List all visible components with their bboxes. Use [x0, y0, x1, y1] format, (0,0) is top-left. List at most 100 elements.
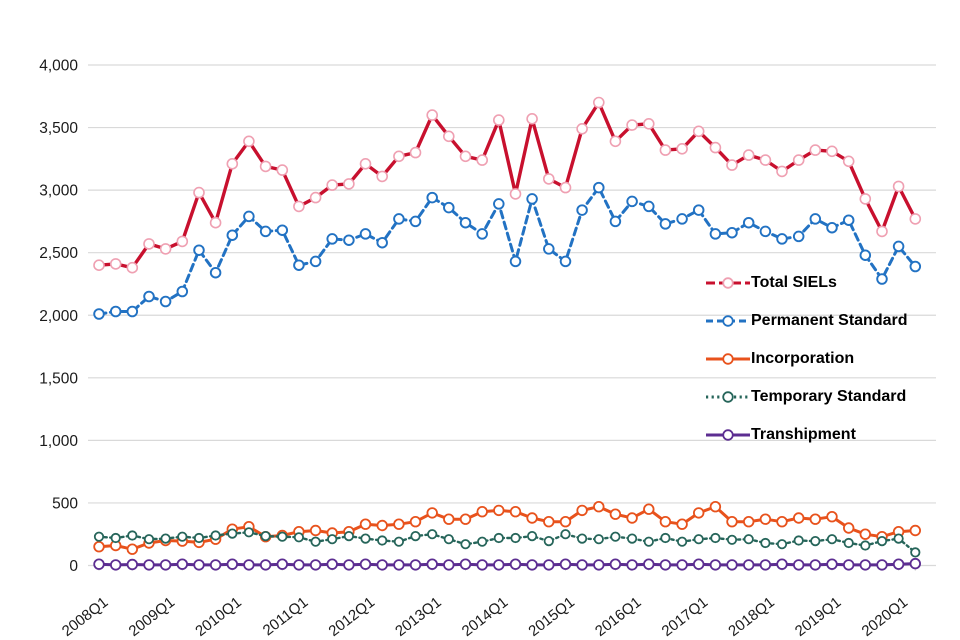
data-point-temporary-standard [177, 531, 188, 542]
series-line-temporary-standard [97, 531, 917, 554]
data-point-transhipment [643, 558, 655, 570]
x-axis-label: 2015Q1 [525, 594, 578, 640]
data-point-transhipment [143, 559, 155, 571]
data-point-total-siels [409, 146, 422, 159]
data-point-transhipment [93, 558, 105, 570]
data-point-permanent-standard [226, 229, 239, 241]
data-point-permanent-standard [676, 213, 688, 225]
data-point-transhipment [176, 558, 189, 570]
data-point-incorporation [443, 513, 455, 525]
data-point-total-siels [559, 181, 572, 194]
data-point-transhipment [426, 558, 438, 570]
data-point-permanent-standard [543, 243, 555, 255]
data-point-total-siels [343, 178, 355, 190]
data-point-temporary-standard [876, 535, 888, 547]
y-axis-label: 3,500 [39, 120, 78, 137]
data-point-permanent-standard [759, 225, 772, 238]
data-point-permanent-standard [493, 198, 505, 210]
data-point-temporary-standard [526, 530, 538, 542]
data-point-temporary-standard [693, 534, 704, 545]
data-point-incorporation [859, 528, 872, 540]
data-point-transhipment [826, 558, 838, 570]
data-point-total-siels [776, 165, 788, 178]
data-point-total-siels [892, 180, 905, 193]
data-point-temporary-standard [227, 528, 238, 539]
data-point-transhipment [226, 558, 239, 570]
data-point-permanent-standard [259, 225, 272, 238]
x-axis-labels: 2008Q1 2009Q1 2010Q1 2011Q1 2012Q1 2013Q1 2014… [59, 594, 911, 640]
data-point-permanent-standard [243, 210, 255, 223]
data-point-total-siels [742, 149, 755, 161]
data-point-total-siels [426, 109, 439, 121]
data-point-incorporation [593, 501, 605, 513]
data-point-temporary-standard [726, 534, 738, 545]
data-point-temporary-standard [743, 534, 754, 545]
data-point-transhipment [759, 559, 772, 571]
legend-marker-temporary-standard-icon [705, 390, 751, 404]
y-axis-label: 2,500 [39, 245, 78, 262]
data-point-total-siels [393, 150, 405, 163]
data-point-temporary-standard [826, 534, 838, 545]
data-point-transhipment [726, 559, 738, 571]
series-line-transhipment [97, 562, 917, 567]
data-point-permanent-standard [293, 259, 305, 271]
data-point-total-siels [276, 164, 289, 176]
data-point-permanent-standard [826, 221, 838, 234]
data-point-total-siels [476, 154, 489, 166]
data-point-permanent-standard [742, 216, 755, 229]
data-point-temporary-standard [810, 535, 821, 547]
data-point-transhipment [693, 558, 705, 570]
data-point-temporary-standard [427, 529, 438, 540]
data-point-temporary-standard [310, 536, 321, 547]
data-point-temporary-standard [127, 530, 138, 541]
data-point-total-siels [792, 154, 805, 166]
x-axis-label: 2019Q1 [792, 594, 845, 640]
data-point-incorporation [543, 516, 555, 528]
series-incorporation [93, 501, 922, 555]
data-point-incorporation [693, 507, 705, 519]
data-point-temporary-standard [460, 539, 471, 550]
data-point-permanent-standard [443, 201, 455, 214]
data-point-total-siels [259, 160, 272, 173]
data-point-transhipment [376, 559, 388, 571]
data-point-transhipment [709, 559, 722, 571]
data-point-total-siels [709, 141, 722, 154]
data-point-temporary-standard [410, 530, 421, 542]
data-point-temporary-standard [443, 534, 454, 545]
data-point-incorporation [643, 503, 655, 515]
data-point-incorporation [793, 512, 805, 524]
data-point-total-siels [243, 135, 255, 148]
data-point-incorporation [726, 516, 738, 528]
series-transhipment [93, 557, 922, 571]
data-point-temporary-standard [160, 533, 171, 544]
data-point-total-siels [326, 179, 339, 191]
data-point-temporary-standard [477, 536, 488, 547]
y-axis-label: 0 [69, 558, 78, 575]
data-point-total-siels [459, 150, 472, 163]
chart-legend: Total SIELs Permanent Standard Incorpora… [705, 264, 907, 454]
data-point-permanent-standard [709, 228, 722, 240]
y-axis-label: 3,000 [39, 183, 78, 200]
data-point-permanent-standard [309, 255, 322, 268]
data-point-transhipment [543, 559, 555, 571]
data-point-total-siels [659, 144, 672, 156]
data-point-transhipment [776, 558, 788, 570]
data-point-total-siels [309, 191, 322, 204]
legend-marker-incorporation-icon [705, 352, 751, 366]
data-point-permanent-standard [393, 213, 405, 225]
data-point-temporary-standard [393, 536, 404, 547]
data-point-incorporation [626, 512, 638, 524]
legend-marker-transhipment-icon [705, 428, 751, 442]
legend-label: Temporary Standard [751, 388, 907, 405]
legend-label: Permanent Standard [751, 312, 908, 329]
data-point-total-siels [859, 193, 872, 205]
data-point-transhipment [343, 559, 355, 571]
data-point-transhipment [876, 559, 888, 571]
data-point-permanent-standard [176, 285, 189, 298]
data-point-incorporation [909, 524, 922, 537]
data-point-temporary-standard [610, 531, 621, 542]
data-point-incorporation [559, 516, 572, 528]
data-point-transhipment [493, 559, 505, 571]
data-point-permanent-standard [909, 260, 922, 273]
